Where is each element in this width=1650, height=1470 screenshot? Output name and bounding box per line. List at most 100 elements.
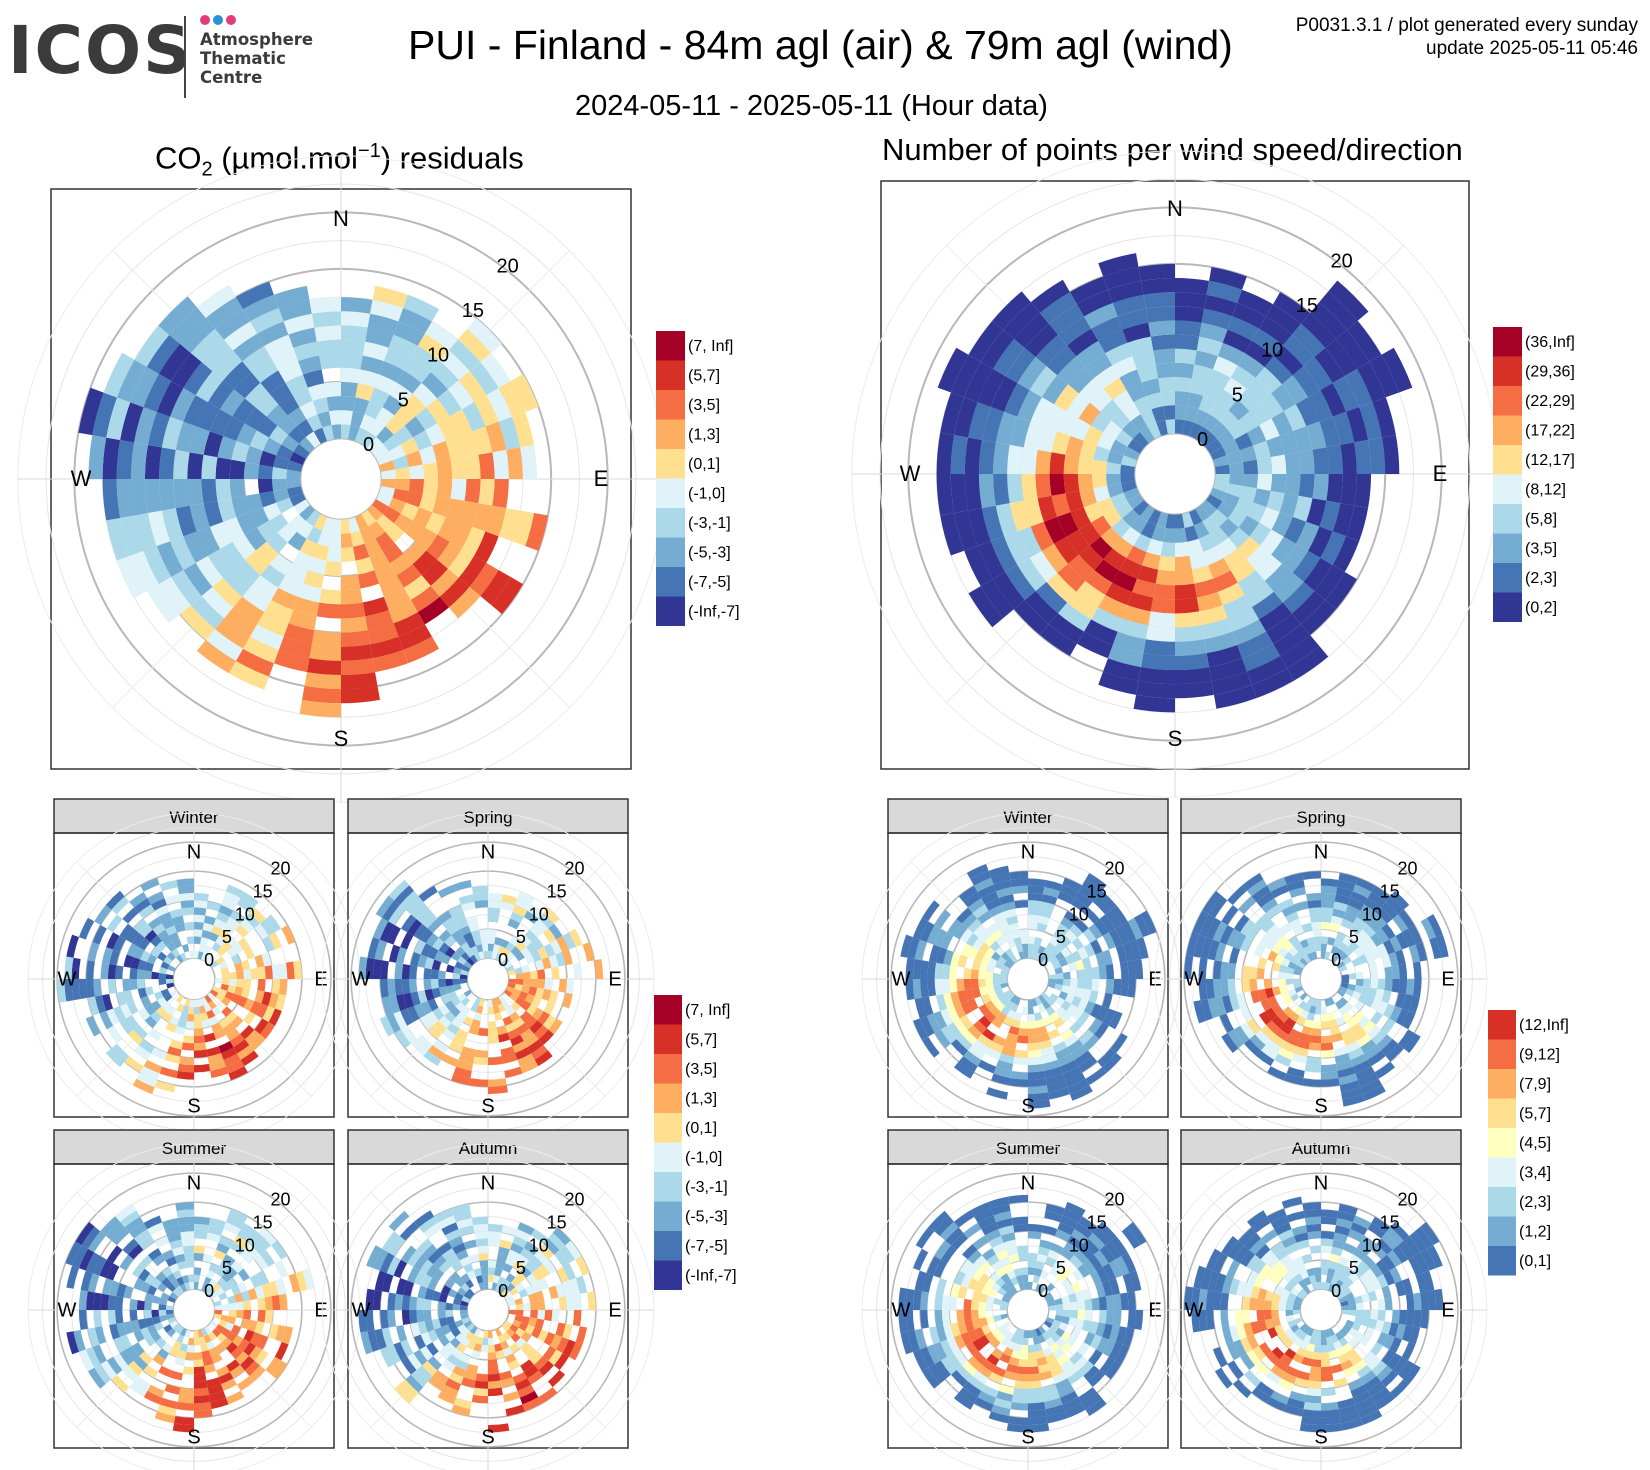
heat-cell [432, 1370, 449, 1385]
heat-cell [1222, 329, 1252, 354]
heat-cell [171, 1279, 180, 1289]
heat-cell [507, 1300, 516, 1307]
heat-cell [905, 1310, 915, 1332]
heat-cell [1160, 541, 1175, 558]
heat-cell [194, 1223, 209, 1233]
heat-cell [471, 1216, 488, 1226]
heat-cell [292, 550, 313, 571]
heat-cell [341, 685, 380, 704]
heat-cell [385, 415, 405, 435]
heat-cell [1242, 474, 1259, 489]
heat-cell [198, 1005, 207, 1014]
radial-tick-label: 5 [1349, 1258, 1359, 1278]
heat-cell [1338, 872, 1358, 885]
heat-cell [999, 979, 1008, 984]
heat-cell [372, 499, 389, 515]
heat-cell [57, 979, 67, 1003]
heat-cell [964, 988, 975, 1002]
heat-cell [1286, 1314, 1295, 1323]
heat-cell [1232, 303, 1266, 329]
heat-cell [1292, 550, 1321, 582]
heat-cell [1288, 1028, 1302, 1040]
heat-cell [184, 1329, 191, 1338]
heat-cell [510, 1001, 521, 1012]
heat-cell [1107, 644, 1144, 668]
heat-cell [1084, 967, 1093, 979]
heat-cell [1332, 375, 1360, 412]
heat-cell [1298, 1000, 1307, 1010]
heat-cell [437, 1215, 457, 1230]
heat-cell [99, 1259, 114, 1279]
heat-cell [995, 1011, 1007, 1023]
heat-cell [483, 950, 488, 959]
heat-cell [123, 1285, 134, 1299]
heat-cell [1308, 526, 1333, 558]
heat-cell [87, 1273, 100, 1293]
heat-cell [474, 531, 499, 563]
heat-cell [1288, 1277, 1299, 1288]
heat-cell [419, 1259, 434, 1275]
heat-cell [1327, 1012, 1336, 1021]
heat-cell [1285, 1365, 1299, 1378]
heat-cell [492, 944, 501, 953]
heat-cell [1207, 1270, 1220, 1292]
heat-cell [165, 1310, 174, 1315]
heat-cell [1321, 1330, 1326, 1339]
co2-facet-legend: (7, Inf](5,7](3,5](1,3](0,1](-1,0](-3,-1… [654, 995, 737, 1290]
heat-cell [1278, 1302, 1287, 1310]
heat-cell [1043, 404, 1067, 432]
heat-cell [963, 1222, 982, 1239]
heat-cell [967, 918, 982, 933]
heat-cell [235, 979, 244, 988]
heat-cell [187, 1337, 194, 1346]
heat-cell [1312, 1351, 1321, 1360]
compass-s: S [481, 1426, 494, 1448]
heat-cell [388, 599, 418, 624]
heat-cell [469, 954, 478, 964]
heat-cell [276, 497, 294, 514]
heat-cell [273, 649, 310, 673]
heat-cell [988, 904, 1004, 917]
heat-cell [940, 1245, 957, 1264]
heat-cell [1338, 1006, 1349, 1016]
heat-cell [488, 929, 497, 938]
heat-cell [1201, 500, 1217, 516]
heat-cell [995, 918, 1009, 930]
heat-cell [256, 1334, 269, 1350]
heat-cell [194, 929, 203, 938]
heat-cell [466, 1269, 476, 1280]
heat-cell [179, 892, 194, 902]
heat-cell [1255, 1360, 1271, 1376]
heat-cell [1240, 1249, 1256, 1267]
heat-cell [137, 987, 148, 999]
heat-cell [1362, 1020, 1376, 1034]
heat-cell [144, 961, 154, 972]
heat-cell [1210, 487, 1227, 502]
heat-cell [1321, 943, 1328, 952]
heat-cell [1299, 938, 1309, 949]
heat-cell [1328, 997, 1336, 1006]
heat-cell [526, 1003, 538, 1016]
heat-cell [1307, 900, 1321, 909]
heat-cell [364, 538, 383, 558]
heat-cell [131, 1342, 145, 1357]
heat-cell [1303, 557, 1333, 591]
heat-cell [453, 1210, 472, 1223]
heat-cell [1265, 1370, 1282, 1385]
heat-cell [1054, 966, 1063, 975]
heat-cell [1307, 1231, 1321, 1240]
heat-cell [1042, 887, 1060, 899]
heat-cell [1102, 992, 1113, 1009]
heat-cell [452, 911, 466, 924]
heat-cell [419, 1014, 434, 1030]
heat-cell [119, 1334, 132, 1350]
heat-cell [475, 1275, 484, 1284]
heat-cell [94, 995, 107, 1014]
heat-cell [1121, 1252, 1137, 1274]
heat-cell [427, 998, 439, 1012]
heat-cell [438, 1310, 447, 1319]
heat-cell [959, 928, 974, 944]
heat-cell [1074, 987, 1085, 999]
heat-cell [1003, 932, 1014, 943]
heat-cell [506, 951, 516, 961]
